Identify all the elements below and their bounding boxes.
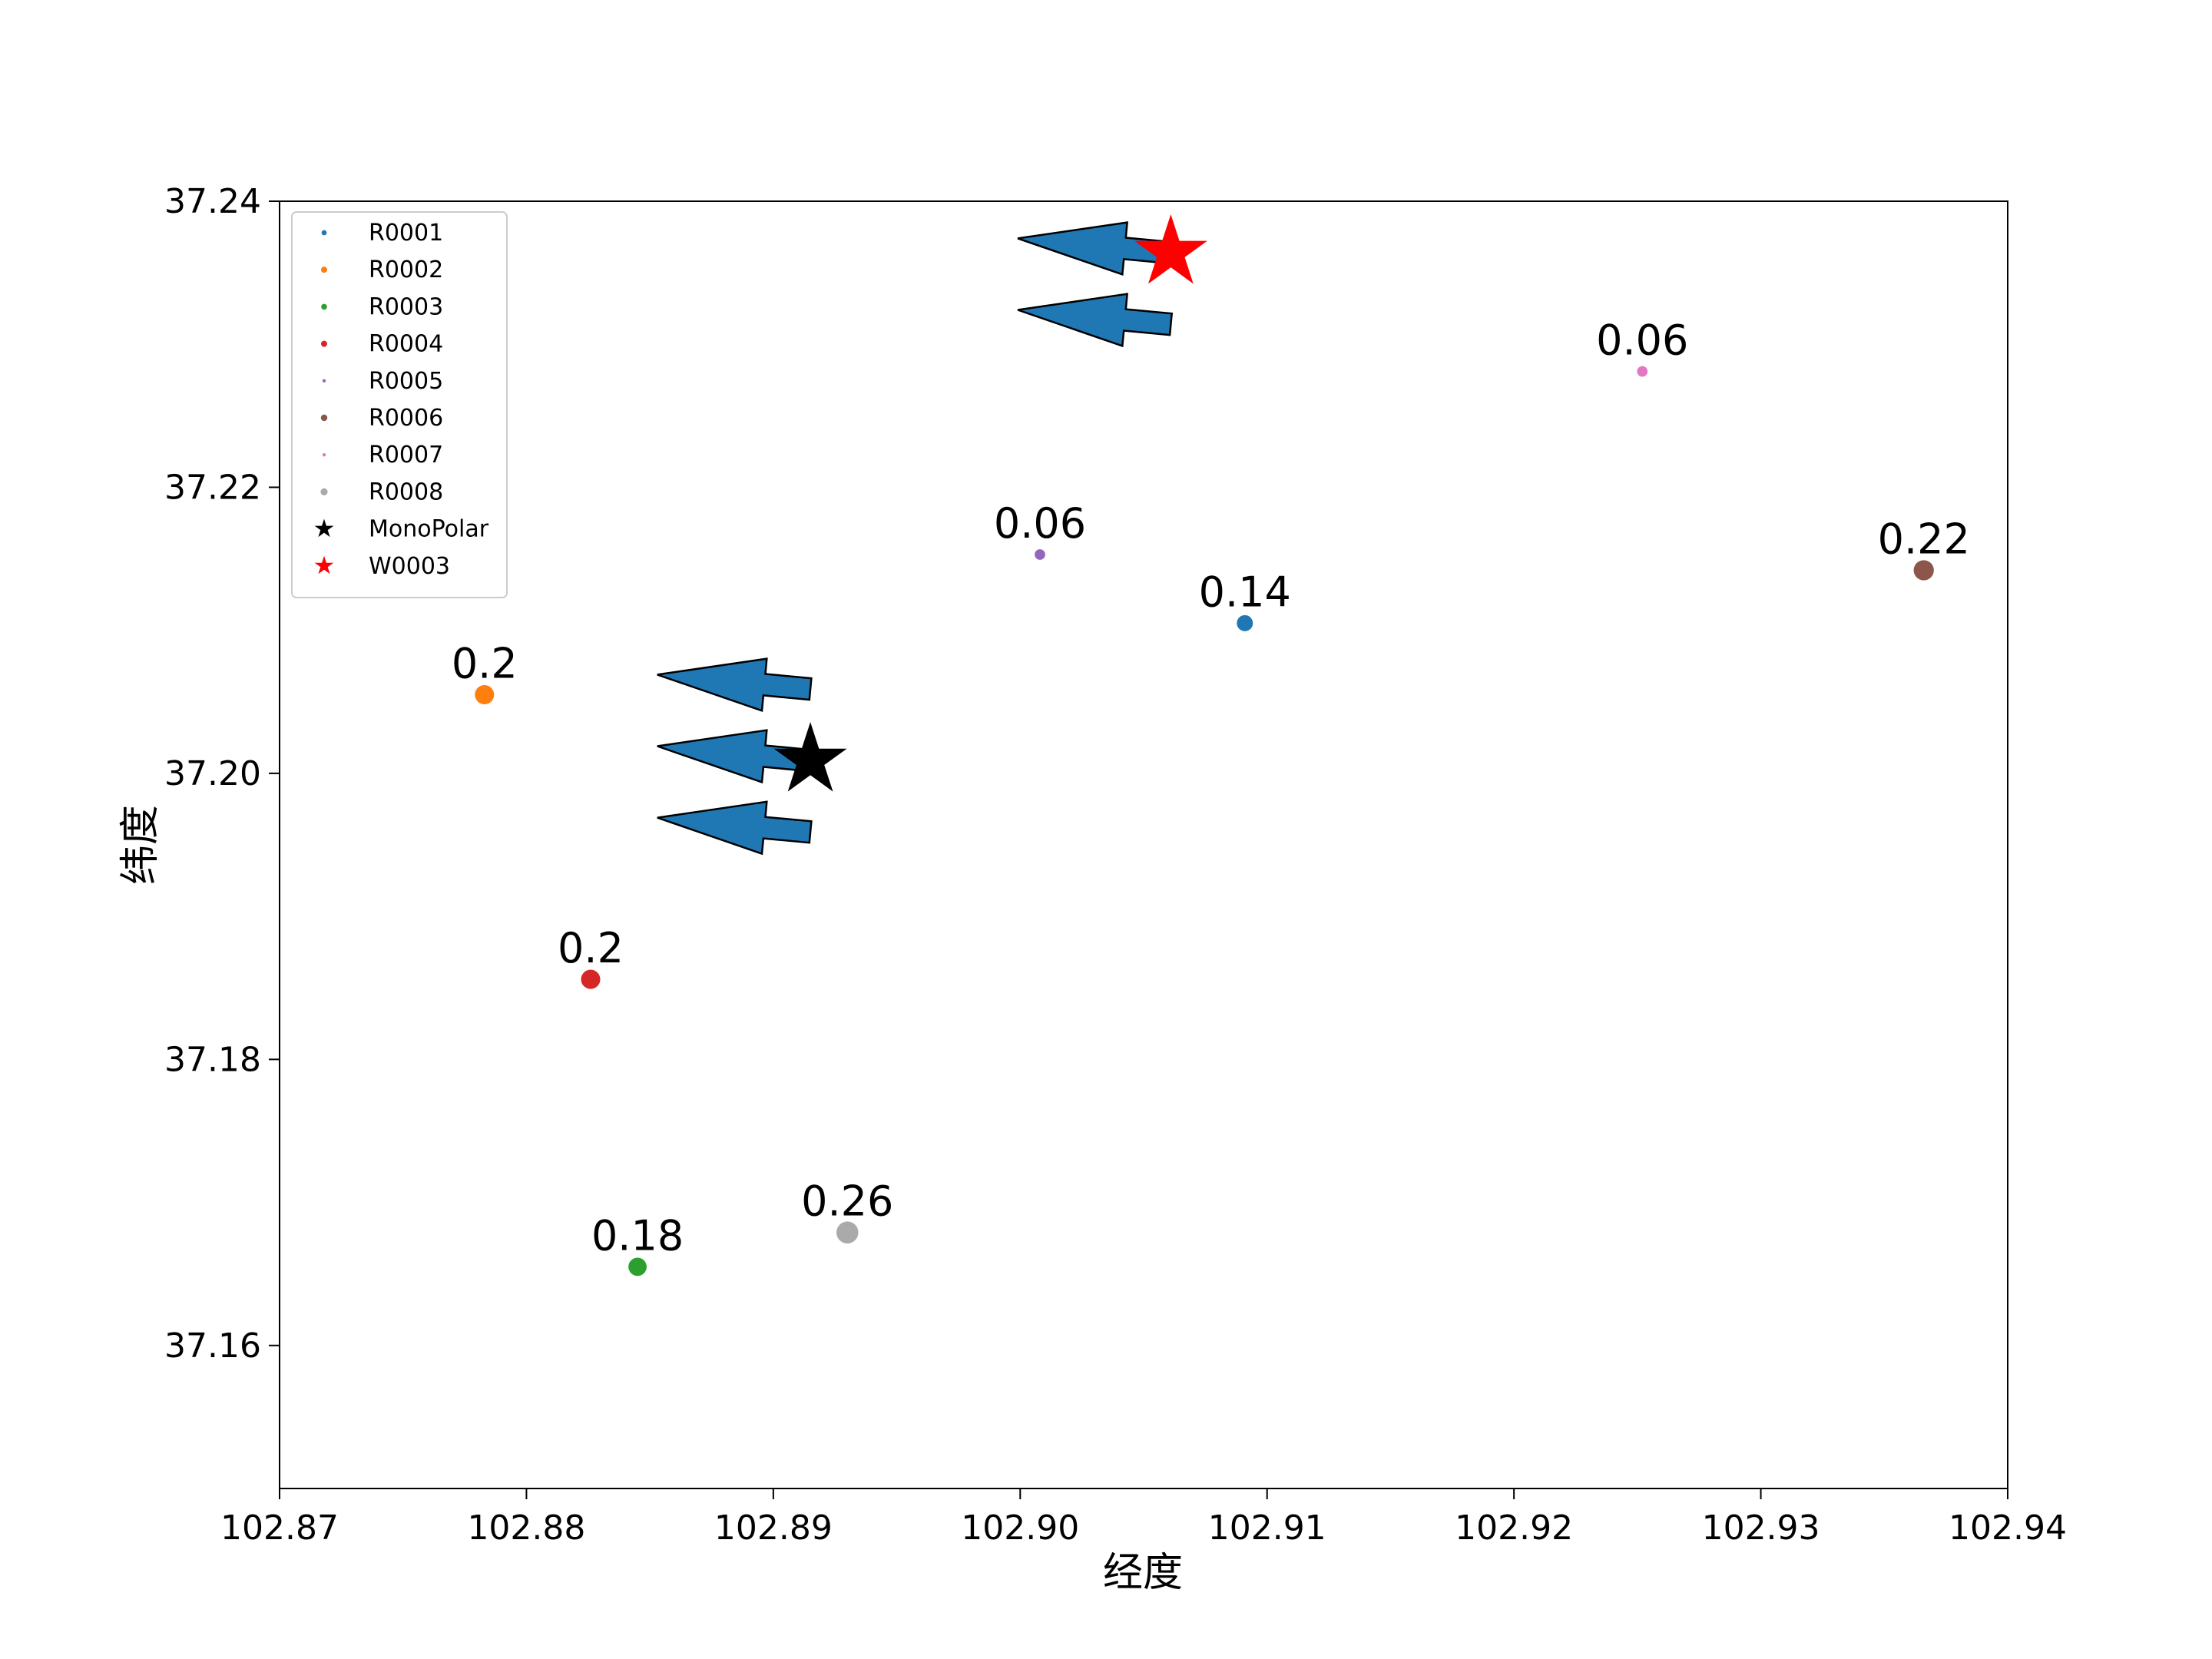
legend-marker bbox=[320, 414, 328, 422]
point-r0001 bbox=[1237, 614, 1253, 631]
point-r0007 bbox=[1637, 366, 1648, 377]
data-label-r0006: 0.22 bbox=[1878, 515, 1970, 563]
point-r0008 bbox=[836, 1221, 859, 1243]
legend-marker bbox=[322, 452, 326, 457]
star-marker-w0003 bbox=[1134, 214, 1207, 284]
y-tick-label: 37.18 bbox=[164, 1040, 261, 1079]
y-tick-label: 37.20 bbox=[164, 754, 261, 793]
legend-label: R0007 bbox=[369, 442, 443, 469]
data-label-r0005: 0.06 bbox=[994, 499, 1086, 548]
legend-label: R0003 bbox=[369, 293, 443, 320]
legend-label: R0002 bbox=[369, 257, 443, 283]
legend-label: R0001 bbox=[369, 220, 443, 247]
data-label-r0007: 0.06 bbox=[1596, 316, 1688, 365]
point-r0006 bbox=[1913, 560, 1934, 581]
legend-marker bbox=[320, 340, 328, 347]
data-label-r0001: 0.14 bbox=[1199, 568, 1291, 616]
data-label-r0002: 0.2 bbox=[452, 639, 518, 687]
legend-label: W0003 bbox=[369, 553, 450, 580]
legend-marker bbox=[321, 230, 327, 236]
legend-label: R0004 bbox=[369, 331, 443, 358]
data-label-r0003: 0.18 bbox=[591, 1211, 684, 1260]
star-marker-monopolar bbox=[773, 722, 847, 792]
x-tick-label: 102.90 bbox=[961, 1508, 1079, 1548]
x-tick-label: 102.88 bbox=[467, 1508, 585, 1548]
annotation-arrow bbox=[1017, 293, 1174, 348]
point-r0004 bbox=[581, 969, 601, 989]
x-tick-label: 102.92 bbox=[1455, 1508, 1573, 1548]
ticks-layer: 102.87 102.88 102.89 102.90 102.91 102.92 102.… bbox=[164, 182, 2067, 1548]
legend-label: R0005 bbox=[369, 368, 443, 395]
data-label-r0008: 0.26 bbox=[801, 1177, 893, 1226]
x-tick-label: 102.87 bbox=[220, 1508, 339, 1548]
legend-marker bbox=[314, 518, 334, 538]
point-r0005 bbox=[1035, 549, 1045, 560]
legend-marker bbox=[322, 379, 326, 383]
legend-box bbox=[291, 211, 508, 598]
legend-marker bbox=[320, 267, 328, 273]
x-tick-label: 102.91 bbox=[1208, 1508, 1326, 1548]
y-tick-label: 37.16 bbox=[164, 1326, 261, 1366]
legend: R0001 R0002 R0003 R0004 R0005 R0006 R0007 R0008… bbox=[291, 211, 508, 598]
legend-marker bbox=[321, 303, 327, 310]
point-r0002 bbox=[475, 684, 495, 704]
y-tick-label: 37.24 bbox=[164, 182, 261, 221]
annotation-arrow bbox=[657, 657, 813, 712]
x-axis-title: 经度 bbox=[1103, 1550, 1183, 1596]
x-tick-label: 102.89 bbox=[714, 1508, 833, 1548]
legend-label: R0006 bbox=[369, 405, 443, 432]
legend-marker bbox=[320, 488, 328, 495]
marks-layer: 0.14 0.2 0.18 0.2 0.06 0.22 0.06 0.26 bbox=[452, 214, 1970, 1277]
x-tick-label: 102.94 bbox=[1949, 1508, 2067, 1548]
y-axis-title: 纬度 bbox=[118, 805, 164, 885]
x-tick-label: 102.93 bbox=[1702, 1508, 1820, 1548]
legend-marker bbox=[314, 555, 334, 575]
annotation-arrow bbox=[657, 800, 813, 856]
point-r0003 bbox=[628, 1257, 647, 1277]
legend-label: MonoPolar bbox=[369, 516, 489, 543]
data-label-r0004: 0.2 bbox=[558, 924, 624, 972]
y-tick-label: 37.22 bbox=[164, 468, 261, 507]
plot-frame bbox=[279, 200, 2008, 1489]
legend-label: R0008 bbox=[369, 478, 443, 505]
